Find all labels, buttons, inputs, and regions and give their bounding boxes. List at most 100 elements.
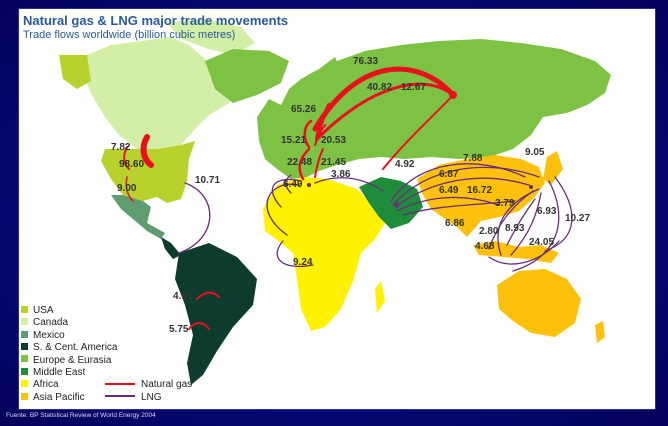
legend-item-lng: LNG [105,392,162,404]
lng-flow-nigeria-europe [266,183,300,236]
flow-label: 65.26 [291,104,316,115]
gas-flow-south-america-1 [196,291,220,300]
flow-label: 10.71 [195,175,220,186]
flow-label: 5.75 [169,324,189,335]
legend-swatch [21,343,28,351]
flow-label: 20.53 [321,135,346,146]
region-japan [543,151,563,185]
legend-item-asia-pacific: Asia Pacific LNG [21,392,191,404]
flow-label: 3.86 [331,169,351,180]
gas-flow-south-america-2 [188,322,210,330]
flow-label: 4.68 [475,241,495,252]
flow-label: 22.48 [287,157,312,168]
flow-label: 76.33 [353,56,378,67]
flow-label: 6.87 [439,169,459,180]
source-note: Fuente: BP Statistical Review of World E… [6,412,156,419]
flow-label: 7.82 [111,142,131,153]
legend-swatch [21,355,28,363]
map-panel: 76.33 40.82 12.67 65.26 15.21 20.53 22.4… [18,8,656,410]
flow-label: 16.72 [467,185,492,196]
lng-flows [178,163,573,272]
lng-flow-algeria-spain [285,174,292,194]
legend-item-s-cent-america: S. & Cent. America [21,342,191,354]
flow-label: 9.05 [525,147,545,158]
region-asia-pacific [417,155,545,237]
lng-flow-me-japan [392,166,540,206]
region-madagascar [375,281,385,313]
gas-flow-netherlands-europe [303,119,313,149]
flow-label: 7.88 [463,153,483,164]
legend-label: Africa [33,379,59,391]
legend-label: USA [33,305,54,316]
flow-label: 4.91 [173,291,193,302]
flow-label: 9.00 [117,183,137,194]
lng-flow-indonesia-korea [510,192,542,256]
legend-swatch [21,305,28,313]
region-australia [497,269,581,337]
lng-flow-me-india [396,196,500,212]
flow-label: 3.79 [495,198,515,209]
gas-flow-canada-usa-west [123,146,130,170]
region-africa [263,177,385,331]
legend-line-natural-gas [105,382,135,385]
legend-swatch [21,380,28,388]
legend-swatch [21,367,28,375]
world-map: 76.33 40.82 12.67 65.26 15.21 20.53 22.4… [59,19,611,385]
legend-label: Mexico [33,329,65,341]
legend-item-europe-eurasia: Europe & Eurasia [21,355,191,367]
gas-flow-russia-europe-2 [317,82,455,139]
legend-label: S. & Cent. America [33,342,118,354]
gas-flow-algeria-europe-2 [314,148,324,178]
flow-label: 2.80 [479,226,499,237]
gas-flow-russia-turkey [382,94,454,170]
region-europe-eurasia [257,39,611,179]
flow-label: 21.45 [321,157,346,168]
region-new-zealand [595,321,605,343]
legend-label: LNG [141,391,162,403]
legend-swatch [21,392,28,400]
legend-label: Canada [33,317,69,329]
region-greenland [205,49,289,103]
legend-line-lng [105,395,135,398]
legend-label: Middle East [33,366,86,378]
legend: USA Canada Mexico S. & Cent. America Eur… [21,305,192,404]
lng-flow-africa-europe [271,178,302,208]
gas-flow-algeria-europe-1 [298,147,311,181]
lng-flow-pacific-loop [488,240,560,265]
legend-item-middle-east: Middle East [21,367,191,379]
flow-label: 10.27 [565,213,590,224]
lng-hub-marker-asia [529,185,533,189]
legend-swatch [21,330,28,338]
legend-item-usa: USA [21,305,191,317]
region-middle-east [359,177,423,229]
lng-flow-trinidad-usa [178,182,211,254]
lng-flow-brunei-japan [506,198,536,246]
region-south-america [175,243,257,385]
region-uk [269,123,281,143]
gas-flow-europe-internal [314,124,326,146]
legend-label: Natural gas [141,379,193,391]
region-central-america [161,237,181,259]
legend-item-canada: Canada [21,317,191,329]
legend-item-africa: Africa Natural gas [21,379,192,391]
legend-swatch [21,318,28,326]
lng-flow-me-korea [394,177,530,208]
legend-item-natural-gas: Natural gas [105,379,192,391]
flow-label: 15.21 [281,135,306,146]
region-canada-islands [167,19,255,55]
flow-label: 6.93 [537,206,557,217]
region-alaska [59,55,91,89]
flow-label: 6.49 [283,179,303,190]
gas-flow-canada-usa [140,134,154,168]
flow-label: 24.05 [529,237,554,248]
region-mexico [111,195,165,239]
map-subtitle: Trade flows worldwide (billion cubic met… [23,29,236,41]
lng-flow-oman-asia [402,200,516,216]
lng-flow-alaska-japan [544,176,573,252]
gas-flow-russia-europe-main [312,66,456,132]
russia-origin-marker [449,91,457,99]
flow-label: 6.49 [439,185,459,196]
lng-flow-australia-japan [512,180,560,272]
flow-label: 6.86 [445,218,465,229]
legend-item-mexico: Mexico [21,330,191,342]
